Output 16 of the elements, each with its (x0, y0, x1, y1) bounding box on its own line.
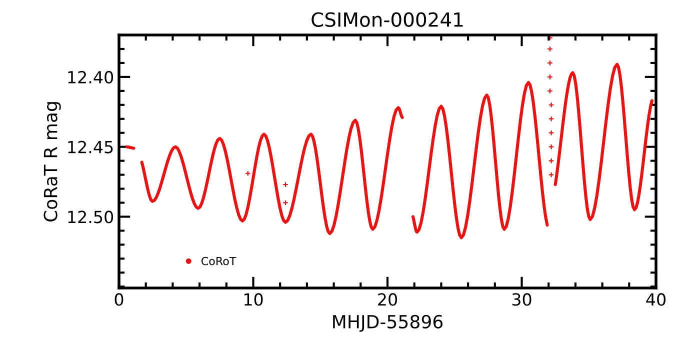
point (548, 172, 554, 178)
x-tick-label: 10 (244, 293, 263, 306)
point (548, 158, 554, 164)
point (548, 144, 554, 150)
point (282, 200, 288, 206)
y-tick-label: 12.50 (68, 210, 114, 224)
x-tick-label: 40 (646, 293, 666, 306)
x-axis-title: MHJD-55896 (333, 314, 443, 332)
y-tick-label: 12.40 (68, 70, 114, 84)
x-tick-label: 20 (378, 293, 397, 306)
legend-label: CoRoT (201, 256, 236, 266)
y-axis-title: CoRaT R mag (44, 102, 61, 222)
chart-title: CSIMon-000241 (312, 12, 463, 27)
x-tick-label: 30 (512, 293, 532, 306)
x-tick-label: 0 (114, 293, 124, 306)
y-tick-label: 12.45 (68, 140, 113, 154)
